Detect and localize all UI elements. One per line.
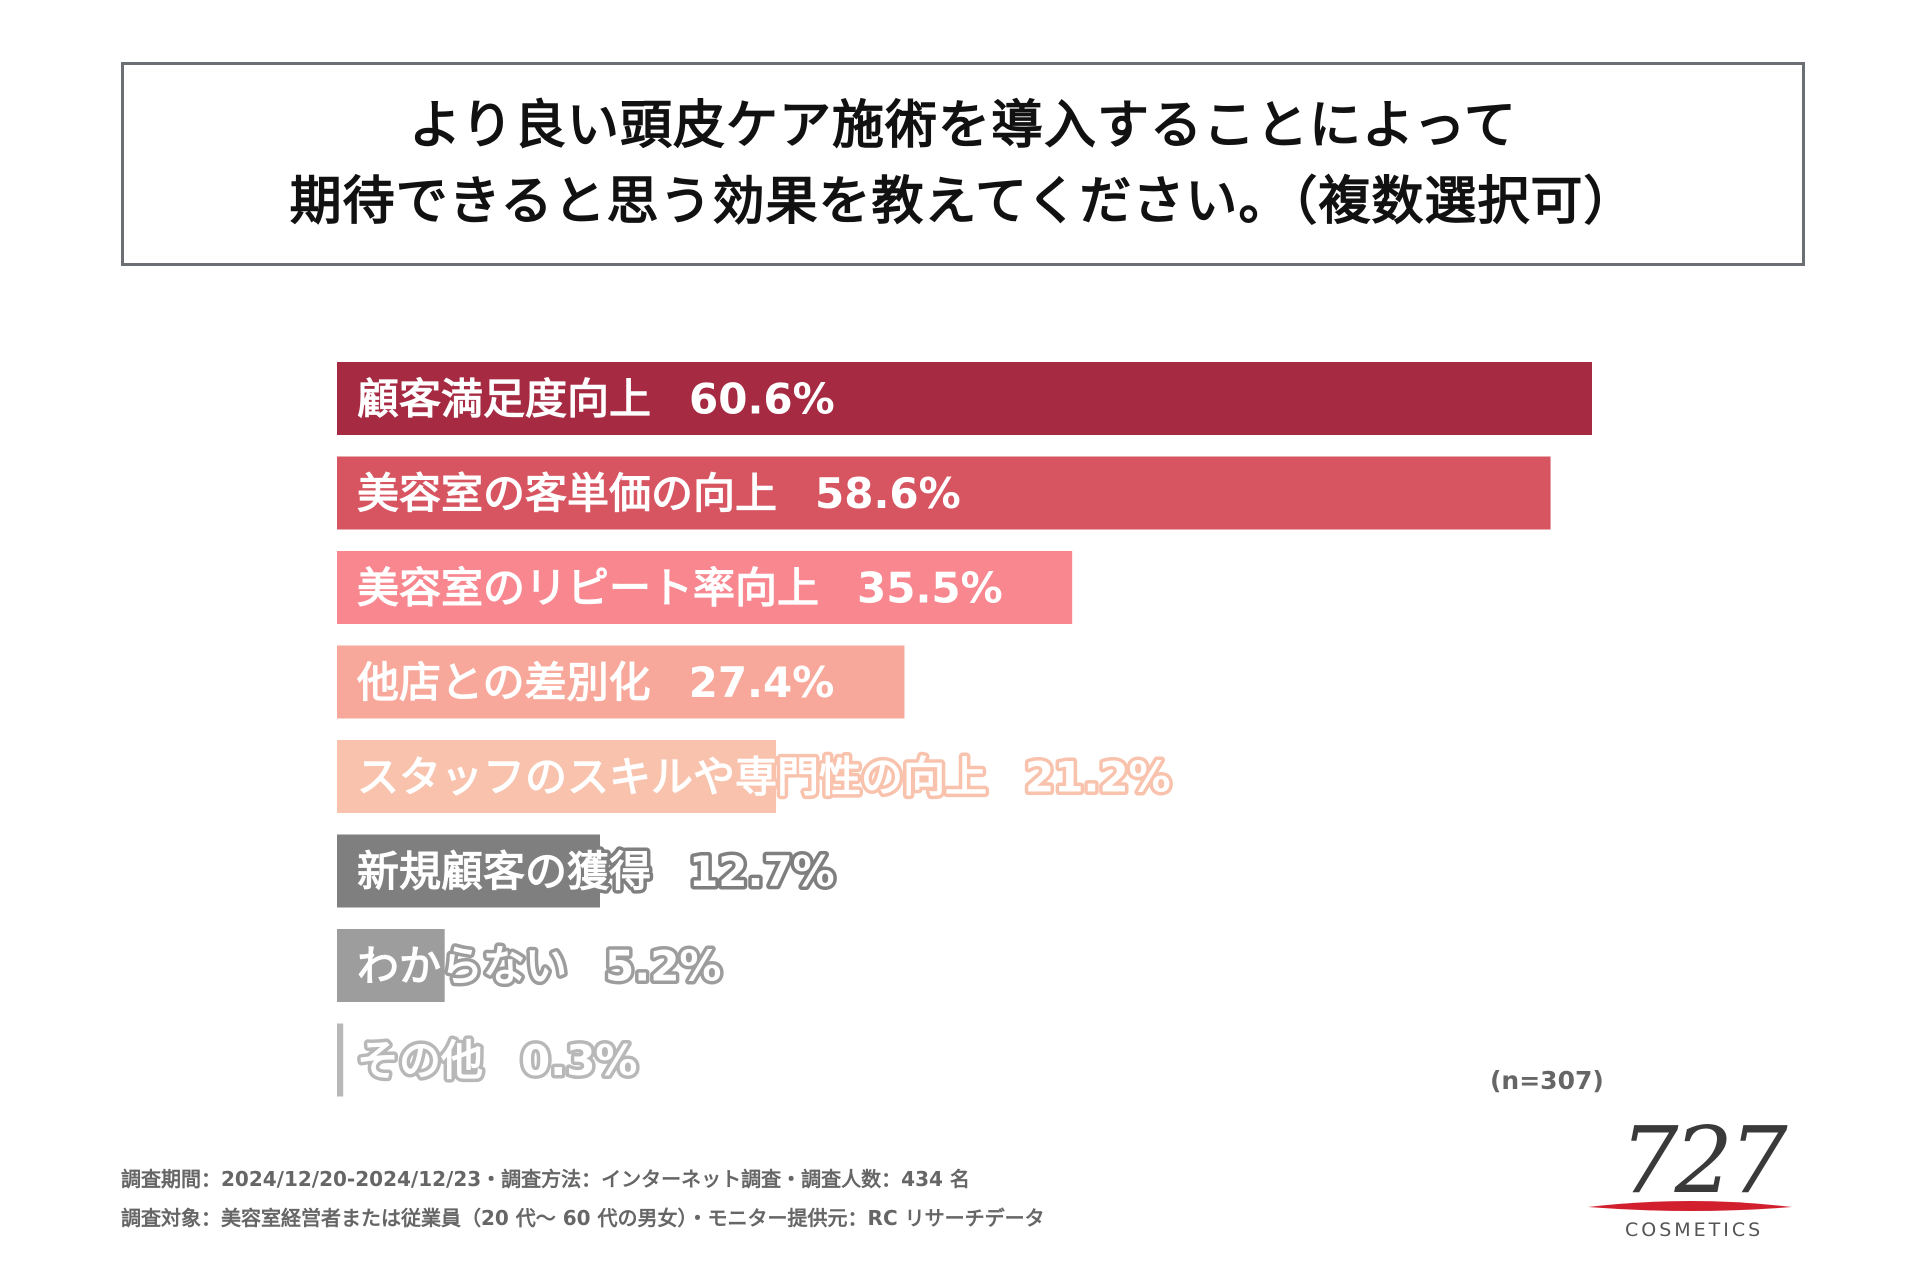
sample-size-label: (n=307) bbox=[1490, 1066, 1604, 1095]
bar-category-label: スタッフのスキルや専門性の向上 bbox=[357, 753, 987, 802]
title-line-2: 期待できると思う効果を教えてください。（複数選択可） bbox=[289, 172, 1637, 232]
title-line-1: より良い頭皮ケア施術を導入することによって bbox=[409, 96, 1517, 156]
bar-label-4: 他店との差別化 27.4% bbox=[356, 658, 834, 707]
footer-survey-target: 調査対象：美容室経営者または従業員（20 代～ 60 代の男女）・モニター提供元… bbox=[121, 1206, 1045, 1230]
bar-value-label: 27.4% bbox=[689, 658, 835, 707]
logo-swoosh-icon bbox=[1588, 1201, 1792, 1211]
bar-category-label: わからない bbox=[357, 942, 567, 991]
bar-value-label: 5.2% bbox=[605, 942, 721, 991]
bar-value-label: 21.2% bbox=[1025, 753, 1171, 802]
brand-logo: 727 COSMETICS bbox=[1580, 1115, 1800, 1245]
bar-8 bbox=[337, 1023, 344, 1097]
bar-category-label: 美容室の客単価の向上 bbox=[357, 469, 777, 518]
bar-value-label: 35.5% bbox=[857, 564, 1003, 613]
bar-category-label: その他 bbox=[357, 1036, 483, 1085]
bar-category-label: 他店との差別化 bbox=[356, 658, 651, 707]
bar-6 bbox=[337, 834, 601, 908]
title-box: より良い頭皮ケア施術を導入することによって 期待できると思う効果を教えてください… bbox=[121, 62, 1805, 266]
bar-label-7: わからない 5.2% bbox=[357, 942, 722, 991]
bar-label-8: その他 0.3% bbox=[357, 1036, 638, 1085]
bar-label-2: 美容室の客単価の向上 58.6% bbox=[357, 469, 961, 518]
bar-3 bbox=[337, 551, 1073, 624]
bar-category-label: 顧客満足度向上 bbox=[357, 375, 651, 424]
bar-4 bbox=[337, 645, 905, 719]
bar-value-label: 0.3% bbox=[521, 1036, 637, 1085]
bar-label-6: 新規顧客の獲得 12.7% bbox=[357, 847, 835, 896]
bar-2 bbox=[337, 456, 1551, 530]
bar-label-5: スタッフのスキルや専門性の向上 21.2% bbox=[357, 753, 1171, 802]
bar-value-label: 58.6% bbox=[815, 469, 961, 518]
bar-7 bbox=[337, 929, 445, 1002]
bar-label-3: 美容室のリピート率向上 35.5% bbox=[357, 564, 1003, 613]
bar-5 bbox=[337, 740, 777, 813]
footer-survey-period: 調査期間：2024/12/20-2024/12/23・調査方法：インターネット調… bbox=[121, 1167, 970, 1191]
bar-category-label: 美容室のリピート率向上 bbox=[357, 564, 819, 613]
bar-1 bbox=[337, 362, 1592, 435]
bar-category-label: 新規顧客の獲得 bbox=[357, 847, 651, 896]
bar-label-1: 顧客満足度向上 60.6% bbox=[357, 375, 835, 424]
bar-value-label: 12.7% bbox=[689, 847, 835, 896]
bar-value-label: 60.6% bbox=[689, 375, 835, 424]
logo-number: 727 bbox=[1620, 1107, 1788, 1214]
logo-text: COSMETICS bbox=[1625, 1219, 1764, 1241]
